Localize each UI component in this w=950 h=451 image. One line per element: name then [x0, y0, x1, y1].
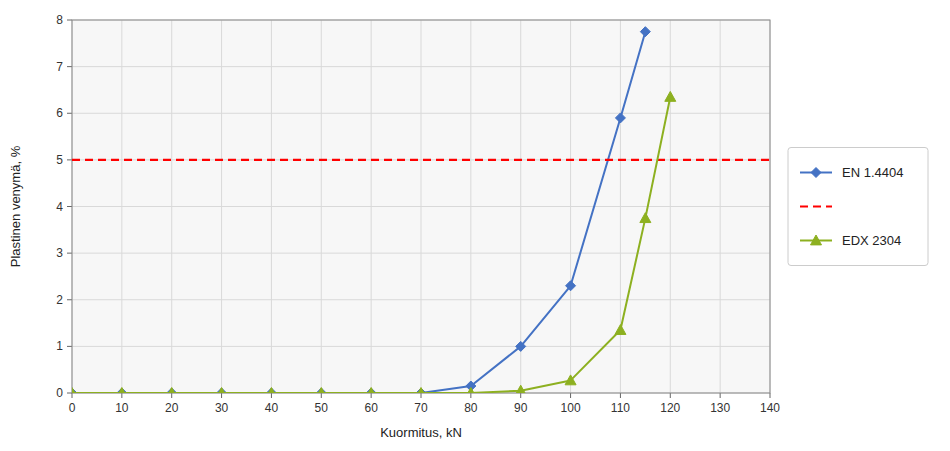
series-marker [216, 388, 227, 394]
x-tick-label: 100 [561, 401, 581, 415]
y-grid-line [72, 299, 770, 300]
x-tick-label: 40 [265, 401, 279, 415]
series [72, 27, 650, 393]
y-tick-label: 2 [56, 293, 63, 307]
legend-label: EDX 2304 [842, 233, 901, 248]
legend: EN 1.4404 EDX 2304 [788, 148, 928, 266]
chart: 0 10 20 30 40 50 60 70 80 90 100 110 120 130 140 0 1 2 3 4 5… [0, 0, 950, 451]
series-marker [640, 213, 651, 223]
legend-item: EN 1.4404 [800, 165, 903, 180]
x-tick-label: 30 [215, 401, 229, 415]
legend-label: EN 1.4404 [842, 165, 903, 180]
series-marker [515, 385, 526, 393]
y-axis-label: Plastinen venymä, % [8, 145, 23, 267]
series-marker [565, 375, 576, 385]
series-marker [116, 388, 127, 394]
series-marker [366, 388, 377, 394]
series-marker [640, 27, 650, 37]
plot-background [72, 20, 770, 393]
x-tick-label: 0 [69, 401, 76, 415]
y-tick-label: 4 [56, 200, 63, 214]
x-tick-label: 120 [660, 401, 680, 415]
y-tick [67, 253, 72, 254]
x-tick-label: 110 [611, 401, 630, 415]
x-tick-label: 130 [710, 401, 730, 415]
y-tick [67, 113, 72, 114]
series-marker [416, 388, 427, 394]
series-line [72, 97, 670, 393]
y-tick-label: 6 [56, 106, 63, 120]
x-tick-label: 90 [514, 401, 528, 415]
y-grid-line [72, 159, 770, 160]
y-tick [67, 159, 72, 160]
y-grid-line [72, 113, 770, 114]
y-tick-label: 8 [56, 13, 63, 27]
y-tick-label: 7 [56, 60, 63, 74]
series-marker [615, 113, 625, 123]
legend-marker [811, 168, 821, 178]
x-tick [271, 393, 272, 398]
page: {"chart_data": { "type": "line", "xlabel… [0, 0, 950, 451]
legend-marker [811, 235, 822, 245]
series-marker [615, 325, 626, 335]
x-tick-label: 60 [364, 401, 378, 415]
x-tick [171, 393, 172, 398]
grid [72, 20, 770, 393]
y-tick [67, 299, 72, 300]
legend-box [788, 148, 928, 266]
y-tick-label: 5 [56, 153, 63, 167]
y-tick [67, 393, 72, 394]
x-tick [121, 393, 122, 398]
series-marker [316, 388, 327, 394]
legend-swatch [800, 205, 832, 207]
x-tick [72, 393, 73, 398]
series-marker [266, 388, 277, 394]
x-tick-label: 80 [464, 401, 478, 415]
x-axis-label: Kuormitus, kN [380, 425, 462, 440]
y-tick-label: 1 [56, 339, 63, 353]
axes: 0 10 20 30 40 50 60 70 80 90 100 110 120 130 140 0 1 2 3 4 5… [56, 13, 780, 415]
x-tick [421, 393, 422, 398]
x-tick-label: 140 [760, 401, 780, 415]
y-grid-line [72, 206, 770, 207]
reference-line [72, 159, 770, 161]
legend-item: EDX 2304 [800, 233, 901, 248]
x-tick [770, 393, 771, 398]
x-tick [321, 393, 322, 398]
series-marker [566, 281, 576, 291]
x-tick [670, 393, 671, 398]
series-marker [465, 388, 476, 394]
plot-data [72, 27, 770, 393]
y-grid-line [72, 253, 770, 254]
x-tick-label: 70 [414, 401, 428, 415]
series [72, 91, 676, 393]
series-line [72, 32, 645, 393]
x-tick [570, 393, 571, 398]
x-tick-label: 10 [115, 401, 129, 415]
x-tick [221, 393, 222, 398]
series-marker [166, 388, 177, 394]
x-tick-label: 50 [315, 401, 329, 415]
y-tick [67, 206, 72, 207]
y-grid-line [72, 66, 770, 67]
y-tick-label: 3 [56, 246, 63, 260]
y-grid-line [72, 346, 770, 347]
series-marker [665, 91, 676, 101]
series-marker [72, 388, 78, 394]
x-tick [720, 393, 721, 398]
y-tick [67, 346, 72, 347]
y-tick [67, 20, 72, 21]
legend-item [800, 206, 832, 207]
x-tick [371, 393, 372, 398]
x-tick-label: 20 [165, 401, 179, 415]
plot-frame [72, 20, 770, 393]
y-tick [67, 66, 72, 67]
x-tick [470, 393, 471, 398]
x-tick [620, 393, 621, 398]
x-tick [520, 393, 521, 398]
series-marker [516, 341, 526, 351]
y-tick-label: 0 [56, 386, 63, 400]
